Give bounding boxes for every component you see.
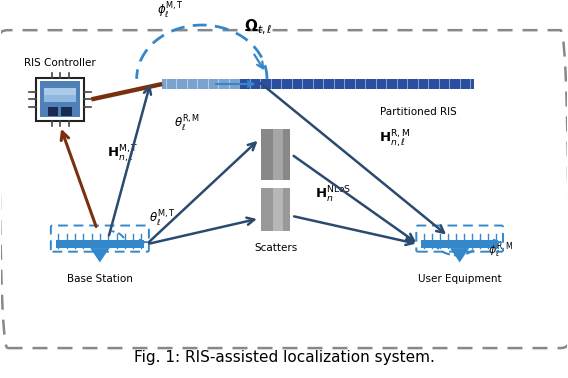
Text: $\mathbf{H}_n^{\rm NLoS}$: $\mathbf{H}_n^{\rm NLoS}$ (315, 185, 352, 205)
Text: RIS Controller: RIS Controller (24, 57, 96, 68)
Text: $\phi_\ell^{\rm M,T}$: $\phi_\ell^{\rm M,T}$ (157, 1, 184, 22)
Bar (61, 107, 72, 116)
Bar (162, 79, 239, 89)
Text: $\mathbf{H}_{n,\ell}^{\rm R,M}$: $\mathbf{H}_{n,\ell}^{\rm R,M}$ (379, 128, 410, 150)
Bar (44, 88, 76, 95)
Bar (273, 187, 283, 231)
Text: Base Station: Base Station (67, 274, 133, 284)
Text: $\theta_\ell^{\rm M,T}$: $\theta_\ell^{\rm M,T}$ (149, 209, 176, 229)
Bar (44, 88, 76, 102)
Bar (56, 240, 144, 248)
Polygon shape (450, 248, 469, 262)
Bar (162, 79, 474, 89)
Polygon shape (90, 248, 110, 262)
Bar (421, 240, 498, 248)
Text: $\phi_\ell^{\rm R,M}$: $\phi_\ell^{\rm R,M}$ (488, 241, 513, 261)
Text: $\mathbf{H}_{n,\ell}^{\rm M,T}$: $\mathbf{H}_{n,\ell}^{\rm M,T}$ (107, 143, 139, 166)
Text: Partitioned RIS: Partitioned RIS (380, 107, 457, 117)
Bar (40, 81, 80, 117)
Bar (261, 187, 290, 231)
Text: Fig. 1: RIS-assisted localization system.: Fig. 1: RIS-assisted localization system… (133, 350, 435, 365)
Text: User Equipment: User Equipment (418, 274, 502, 284)
Text: $\boldsymbol{\Omega}_{t,\ell}$: $\boldsymbol{\Omega}_{t,\ell}$ (244, 17, 273, 37)
Bar (261, 129, 290, 180)
Bar (36, 78, 84, 121)
Bar (48, 107, 58, 116)
Bar (273, 129, 283, 180)
Text: Scatters: Scatters (254, 243, 297, 253)
Text: $\theta_\ell^{\rm R,M}$: $\theta_\ell^{\rm R,M}$ (173, 113, 200, 133)
